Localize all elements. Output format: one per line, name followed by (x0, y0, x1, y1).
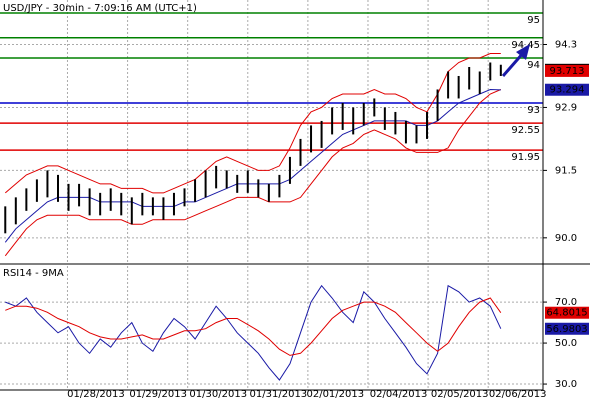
y-tick-label: 91.5 (555, 165, 577, 176)
y-tick-label: 30.0 (555, 379, 577, 390)
level-label: 94.45 (511, 40, 540, 51)
x-tick-label: 01/29/2013 (129, 389, 187, 400)
series-line (5, 297, 502, 356)
y-tick-label: 92.9 (555, 102, 577, 113)
level-label: 93 (527, 105, 540, 116)
series-line (4, 53, 501, 194)
level-label: 94 (527, 60, 540, 71)
value-badge (545, 322, 589, 335)
y-tick-label: 90.0 (555, 233, 577, 244)
level-label: 95 (527, 15, 540, 26)
level-label: 91.95 (511, 152, 540, 163)
plot-layer: 95 94.45 94 93 92.55 91.95 (0, 0, 543, 390)
value-badge-label: 93.294 (550, 85, 585, 96)
x-tick-label: 01/30/2013 (189, 389, 247, 400)
indicator-title: RSI14 - 9MA (3, 268, 64, 279)
value-badge (545, 64, 589, 77)
x-tick-label: 01/28/2013 (67, 389, 125, 400)
x-tick-label: 02/01/2013 (306, 389, 364, 400)
trend-arrow (501, 51, 526, 77)
value-badge (545, 306, 589, 319)
value-badge-label: 93.713 (550, 66, 585, 77)
level-label: 92.55 (511, 125, 540, 136)
series-line (5, 284, 502, 381)
series-line (4, 88, 501, 243)
x-tick-label: 02/04/2013 (370, 389, 428, 400)
y-tick-label: 50.0 (555, 338, 577, 349)
value-badge-label: 56.9803 (546, 324, 587, 335)
x-tick-label: 01/31/2013 (250, 389, 308, 400)
chart-title: USD/JPY - 30min - 7:09:16 AM (UTC+1) (3, 3, 197, 14)
value-badge (545, 83, 589, 96)
x-tick-label: 02/06/2013 (489, 389, 547, 400)
value-badge-label: 64.8015 (546, 308, 587, 319)
y-tick-label: 70.0 (555, 297, 577, 308)
arrow-head (516, 44, 530, 60)
x-tick-label: 02/05/2013 (431, 389, 489, 400)
y-tick-label: 94.3 (555, 40, 577, 51)
series-line (4, 89, 501, 257)
